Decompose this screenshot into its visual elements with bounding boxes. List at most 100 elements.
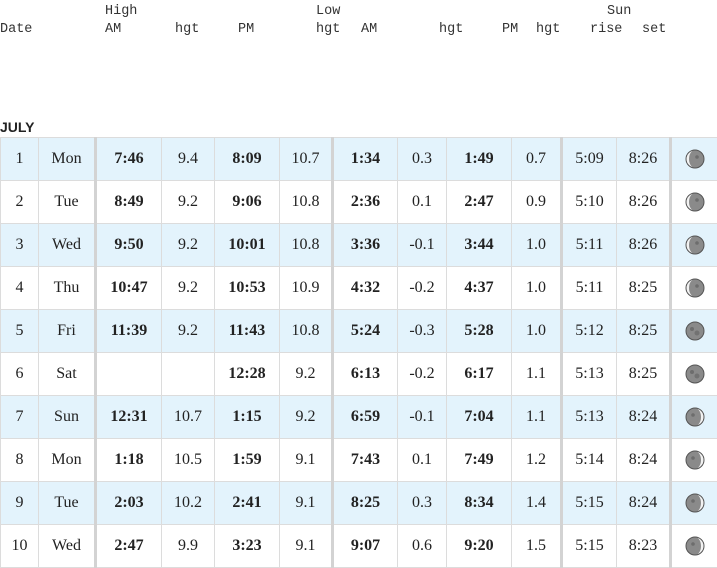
low-am-time: 9:07 <box>333 525 398 568</box>
low-pm-height: 1.4 <box>512 482 562 525</box>
moon-phase-cell <box>671 138 717 181</box>
weekday-cell: Sun <box>39 396 96 439</box>
high-am-time: 2:47 <box>96 525 162 568</box>
high-am-height: 9.9 <box>162 525 215 568</box>
sunset: 8:25 <box>617 310 671 353</box>
low-pm-height: 0.7 <box>512 138 562 181</box>
low-pm-time: 5:28 <box>447 310 512 353</box>
high-pm-time: 1:15 <box>215 396 280 439</box>
weekday-cell: Fri <box>39 310 96 353</box>
low-pm-height: 1.0 <box>512 224 562 267</box>
high-am-height: 9.4 <box>162 138 215 181</box>
sunset: 8:25 <box>617 267 671 310</box>
header-low-am-hgt-prefix: hgt <box>316 22 340 37</box>
low-pm-height: 1.1 <box>512 353 562 396</box>
waning-gibbous-icon <box>685 450 705 470</box>
low-am-height: 0.6 <box>398 525 447 568</box>
low-am-time: 1:34 <box>333 138 398 181</box>
day-cell: 4 <box>1 267 39 310</box>
high-pm-time: 3:23 <box>215 525 280 568</box>
weekday-cell: Thu <box>39 267 96 310</box>
moon-phase-cell <box>671 181 717 224</box>
high-pm-height: 9.1 <box>280 482 333 525</box>
low-am-height: -0.2 <box>398 353 447 396</box>
header-high-am-hgt: hgt <box>175 22 199 37</box>
day-cell: 6 <box>1 353 39 396</box>
low-am-height: 0.1 <box>398 439 447 482</box>
low-pm-height: 1.5 <box>512 525 562 568</box>
weekday-cell: Mon <box>39 138 96 181</box>
high-am-time: 2:03 <box>96 482 162 525</box>
moon-phase-cell <box>671 482 717 525</box>
high-am-time: 8:49 <box>96 181 162 224</box>
day-cell: 3 <box>1 224 39 267</box>
header-low-am-hgt: hgt <box>439 22 463 37</box>
day-cell: 8 <box>1 439 39 482</box>
sunset: 8:26 <box>617 138 671 181</box>
moon-phase-cell <box>671 267 717 310</box>
sunset: 8:26 <box>617 224 671 267</box>
high-am-height: 10.2 <box>162 482 215 525</box>
high-am-height: 9.2 <box>162 310 215 353</box>
low-pm-time: 1:49 <box>447 138 512 181</box>
header-sun-set: set <box>642 22 666 37</box>
low-pm-time: 4:37 <box>447 267 512 310</box>
high-pm-height: 10.8 <box>280 310 333 353</box>
low-am-time: 6:13 <box>333 353 398 396</box>
low-pm-height: 1.0 <box>512 310 562 353</box>
high-am-time: 9:50 <box>96 224 162 267</box>
high-am-height: 10.5 <box>162 439 215 482</box>
high-am-time: 7:46 <box>96 138 162 181</box>
low-pm-height: 1.1 <box>512 396 562 439</box>
sunset: 8:24 <box>617 396 671 439</box>
moon-phase-cell <box>671 353 717 396</box>
low-am-height: 0.3 <box>398 482 447 525</box>
sunrise: 5:11 <box>562 267 617 310</box>
waning-gibbous-icon <box>685 493 705 513</box>
low-pm-time: 7:49 <box>447 439 512 482</box>
high-pm-height: 10.9 <box>280 267 333 310</box>
full-moon-icon <box>685 321 705 341</box>
high-am-height: 10.7 <box>162 396 215 439</box>
high-pm-height: 9.1 <box>280 439 333 482</box>
waning-gibbous-icon <box>685 407 705 427</box>
day-cell: 5 <box>1 310 39 353</box>
high-pm-time: 1:59 <box>215 439 280 482</box>
sunset: 8:23 <box>617 525 671 568</box>
sunrise: 5:11 <box>562 224 617 267</box>
header-date: Date <box>0 22 32 37</box>
high-pm-time: 11:43 <box>215 310 280 353</box>
high-am-time <box>96 353 162 396</box>
weekday-cell: Wed <box>39 525 96 568</box>
header-low: Low <box>316 4 340 19</box>
high-am-height: 9.2 <box>162 181 215 224</box>
weekday-cell: Mon <box>39 439 96 482</box>
low-am-time: 2:36 <box>333 181 398 224</box>
high-pm-height: 10.8 <box>280 224 333 267</box>
month-heading: JULY <box>0 119 35 135</box>
sunrise: 5:13 <box>562 353 617 396</box>
waxing-gibbous-icon <box>685 278 705 298</box>
sunset: 8:26 <box>617 181 671 224</box>
low-am-time: 6:59 <box>333 396 398 439</box>
moon-phase-cell <box>671 224 717 267</box>
header-sun-rise: rise <box>590 22 622 37</box>
header-high-am: AM <box>105 22 121 37</box>
full-moon-icon <box>685 364 705 384</box>
header-low-pm-hgt: hgt <box>536 22 560 37</box>
waxing-gibbous-icon <box>685 149 705 169</box>
sunrise: 5:15 <box>562 482 617 525</box>
high-am-time: 1:18 <box>96 439 162 482</box>
low-am-height: 0.3 <box>398 138 447 181</box>
low-pm-time: 7:04 <box>447 396 512 439</box>
low-pm-time: 8:34 <box>447 482 512 525</box>
high-pm-time: 10:53 <box>215 267 280 310</box>
low-pm-height: 1.2 <box>512 439 562 482</box>
